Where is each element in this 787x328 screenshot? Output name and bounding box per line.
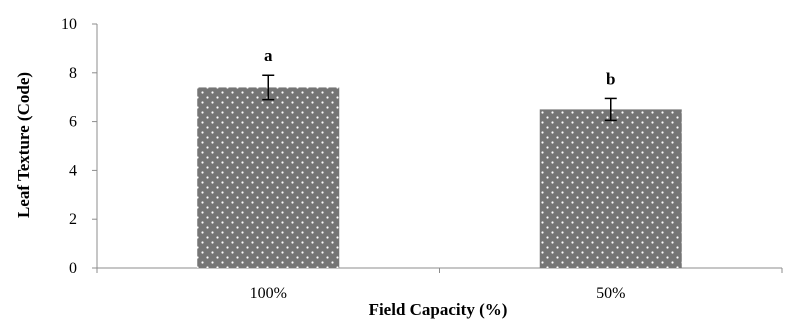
error-bars — [262, 74, 617, 122]
bar — [539, 109, 682, 269]
y-tick-label: 0 — [69, 260, 77, 277]
x-tick-labels: 100% 50% — [250, 285, 626, 302]
y-tick-label: 6 — [69, 114, 77, 131]
y-tick-label: 8 — [69, 65, 77, 82]
x-axis-title: Field Capacity (%) — [369, 300, 508, 319]
y-axis-title: Leaf Texture (Code) — [14, 72, 33, 218]
y-tick-labels: 0 2 4 6 8 10 — [61, 16, 77, 277]
significance-letter: b — [606, 69, 615, 88]
bars — [197, 87, 682, 269]
x-tick-label: 100% — [250, 285, 287, 302]
y-tick-label: 2 — [69, 211, 77, 228]
significance-letters: ab — [264, 46, 615, 88]
significance-letter: a — [264, 46, 273, 65]
y-tick-label: 10 — [61, 16, 77, 33]
bar — [197, 87, 340, 268]
y-tick-label: 4 — [69, 162, 77, 179]
x-tick-label: 50% — [596, 285, 625, 302]
